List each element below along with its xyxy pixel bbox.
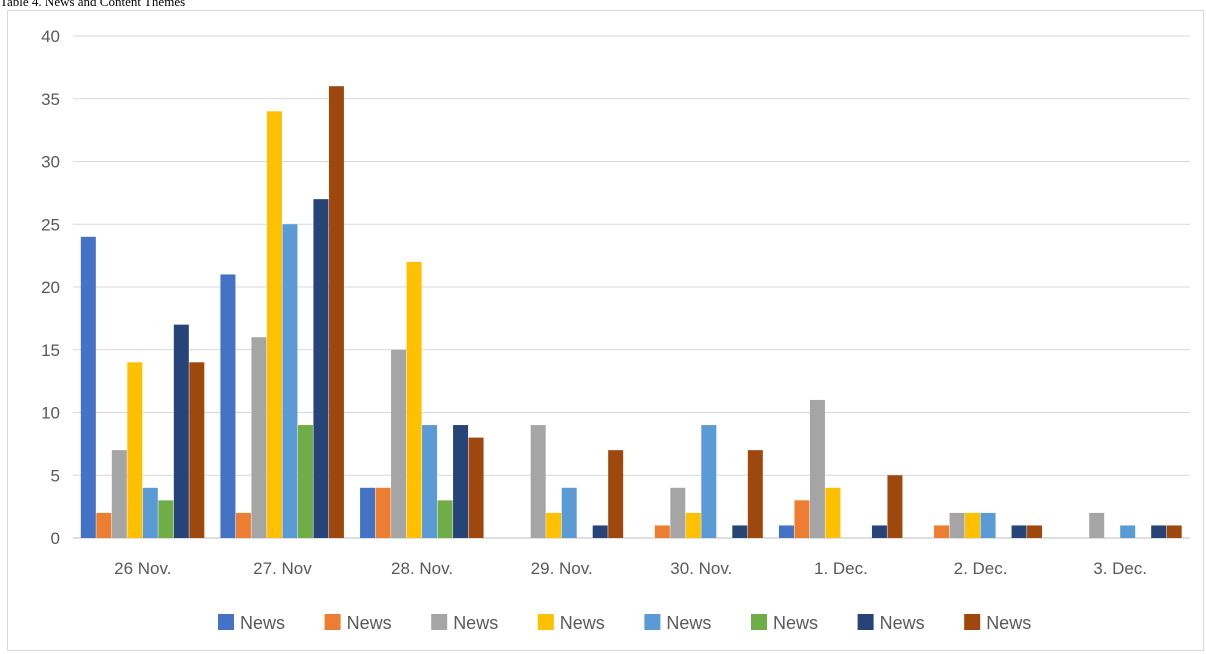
table-caption: Table 4. News and Content Themes — [0, 0, 186, 9]
legend-label: News — [880, 613, 925, 633]
legend-label: News — [240, 613, 285, 633]
legend-swatch — [751, 614, 767, 630]
legend-label: News — [773, 613, 818, 633]
bar — [235, 512, 251, 538]
bar — [1011, 525, 1027, 538]
bar — [871, 525, 887, 538]
bar — [158, 500, 174, 538]
x-tick-label: 30. Nov. — [670, 559, 732, 578]
x-tick-label: 2. Dec. — [954, 559, 1008, 578]
legend-swatch — [431, 614, 448, 630]
x-tick-label: 28. Nov. — [391, 559, 453, 578]
bar — [111, 450, 127, 538]
bar — [406, 261, 422, 538]
legend-swatch — [964, 614, 981, 630]
legend-swatch — [857, 614, 874, 630]
bar — [654, 525, 670, 538]
bar — [173, 324, 189, 538]
y-tick-label: 35 — [41, 90, 60, 109]
y-tick-label: 10 — [41, 404, 60, 423]
bar — [887, 475, 903, 538]
bar — [608, 450, 624, 538]
bar — [453, 425, 469, 538]
bar — [220, 274, 236, 538]
y-tick-label: 25 — [41, 215, 60, 234]
bar — [778, 525, 794, 538]
y-tick-label: 20 — [41, 278, 60, 297]
bar — [592, 525, 608, 538]
bar — [794, 500, 810, 538]
bar — [685, 512, 701, 538]
bar — [282, 224, 298, 538]
bar — [965, 512, 981, 538]
bar — [375, 487, 391, 538]
legend: News News News News News News News News — [218, 613, 1031, 633]
bar — [732, 525, 748, 538]
bar — [809, 399, 825, 538]
bar — [328, 86, 344, 538]
bar — [1089, 512, 1105, 538]
x-tick-label: 26 Nov. — [114, 559, 171, 578]
bar — [422, 425, 438, 538]
bar — [127, 362, 143, 538]
bar — [251, 337, 267, 538]
y-tick-label: 40 — [41, 27, 60, 46]
bar — [934, 525, 950, 538]
x-tick-label: 1. Dec. — [814, 559, 868, 578]
bar — [1027, 525, 1043, 538]
bar — [297, 425, 313, 538]
bar — [468, 437, 484, 538]
bar — [546, 512, 562, 538]
y-tick-label: 5 — [51, 466, 60, 485]
x-tick-label: 3. Dec. — [1093, 559, 1147, 578]
y-axis-ticks: 0 5 10 15 20 25 30 35 40 — [41, 27, 60, 548]
bar — [561, 487, 577, 538]
x-tick-label: 27. Nov — [253, 559, 312, 578]
legend-swatch — [537, 614, 554, 630]
bar — [1120, 525, 1136, 538]
x-tick-label: 29. Nov. — [531, 559, 593, 578]
bar — [949, 512, 965, 538]
x-axis-ticks: 26 Nov. 27. Nov 28. Nov. 29. Nov. 30. Nov. 1.… — [114, 559, 1147, 578]
y-tick-label: 15 — [41, 341, 60, 360]
legend-swatch — [644, 614, 661, 630]
bar — [980, 512, 996, 538]
legend-swatch — [324, 614, 341, 630]
bar — [1151, 525, 1167, 538]
bar — [189, 362, 205, 538]
legend-label: News — [666, 613, 711, 633]
bar — [437, 500, 453, 538]
bar — [142, 487, 158, 538]
bar — [701, 425, 717, 538]
legend-label: News — [347, 613, 392, 633]
chart-frame — [7, 10, 1204, 651]
bar — [80, 236, 96, 539]
bar — [747, 450, 763, 538]
bar — [391, 349, 407, 538]
bar — [313, 199, 329, 538]
legend-label: News — [986, 613, 1031, 633]
bar — [360, 487, 376, 538]
bar — [96, 512, 112, 538]
gridlines — [73, 35, 1190, 539]
legend-swatch — [218, 614, 234, 630]
y-tick-label: 0 — [51, 529, 60, 548]
bar — [670, 487, 686, 538]
bar — [825, 487, 841, 538]
legend-label: News — [453, 613, 498, 633]
y-tick-label: 30 — [41, 153, 60, 172]
bar — [266, 111, 282, 539]
legend-label: News — [560, 613, 605, 633]
bars — [80, 86, 1182, 539]
bar — [530, 425, 546, 538]
bar — [1166, 525, 1182, 538]
